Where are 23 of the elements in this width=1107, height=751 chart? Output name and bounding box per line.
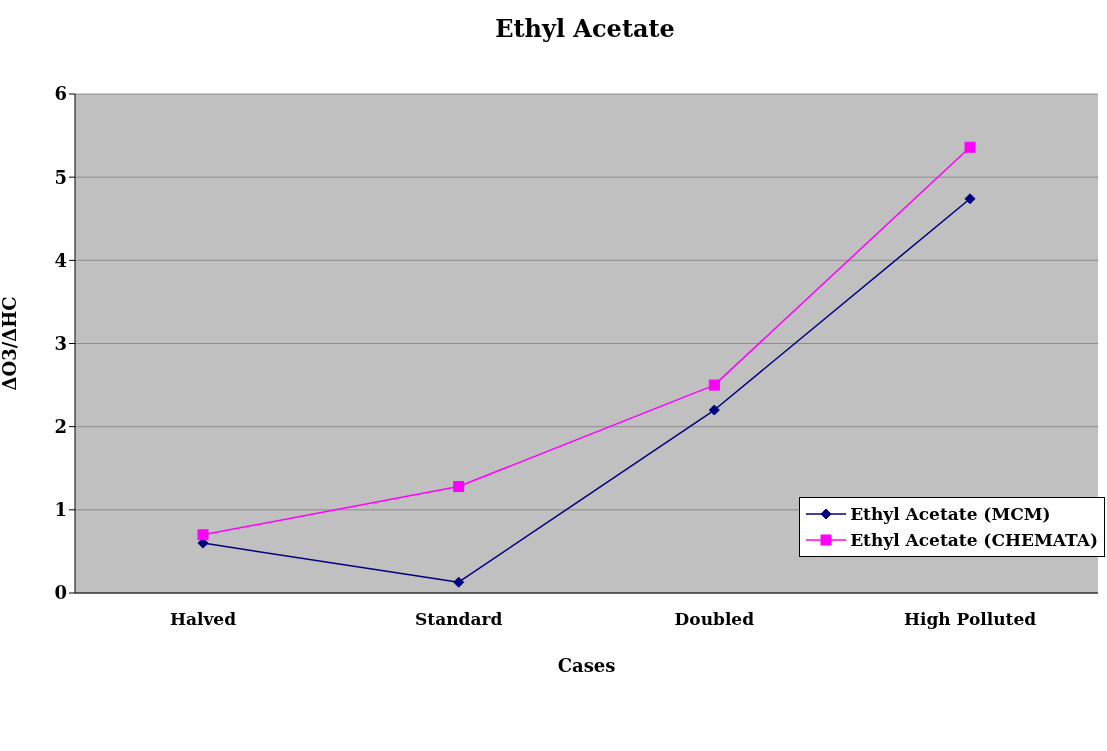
point	[708, 404, 720, 416]
x-tick-label: Doubled	[674, 609, 755, 630]
point	[964, 193, 976, 205]
point	[453, 481, 465, 493]
legend-label: Ethyl Acetate (MCM)	[850, 503, 1051, 526]
point	[453, 576, 465, 588]
point	[708, 379, 720, 391]
x-tick-label: Halved	[169, 609, 237, 630]
y-axis-title: ΔO3/ΔHC	[0, 296, 21, 391]
y-tick-label: 3	[54, 332, 67, 354]
x-axis-title: Cases	[557, 655, 616, 676]
y-tick-label: 4	[54, 249, 67, 271]
y-tick-label: 0	[54, 582, 67, 604]
legend-label: Ethyl Acetate (CHEMATA)	[850, 529, 1098, 552]
y-tick-label: 6	[54, 83, 67, 105]
chart-title: Ethyl Acetate	[494, 14, 676, 43]
y-tick-label: 1	[54, 499, 67, 521]
y-tick-label: 2	[54, 416, 67, 438]
y-tick-label: 5	[54, 166, 67, 188]
x-tick-label: High Polluted	[903, 609, 1037, 630]
x-tick-label: Standard	[415, 609, 503, 630]
point	[197, 529, 209, 541]
point	[964, 141, 976, 153]
